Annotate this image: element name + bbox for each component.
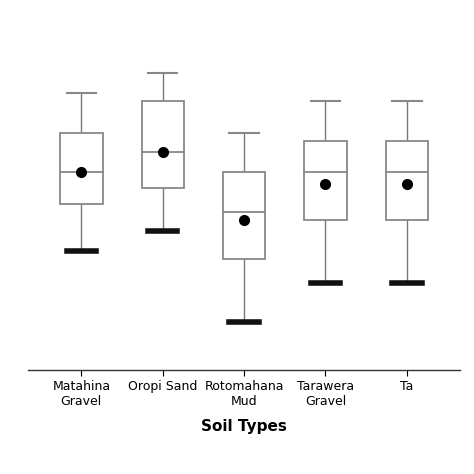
Bar (142, 101, 184, 188)
Bar (304, 141, 346, 219)
Bar (223, 172, 265, 259)
Bar (386, 141, 428, 219)
X-axis label: Soil Types: Soil Types (201, 419, 287, 434)
Bar (60, 133, 102, 204)
